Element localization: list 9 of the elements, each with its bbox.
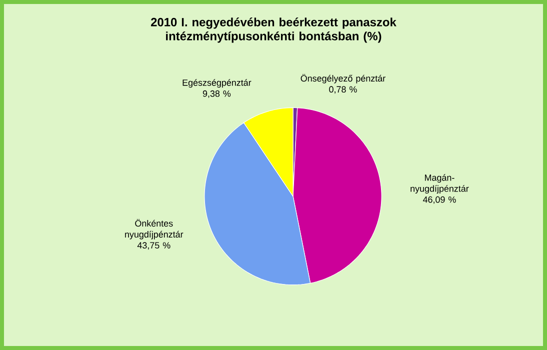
data-label: 0,78 % <box>329 86 357 94</box>
chart-title: 2010 I. negyedévében beérkezett panaszok intézménytípusonkénti bontásban (%) <box>150 18 396 43</box>
data-label: 43,75 % <box>137 242 170 250</box>
slice-label: Önkéntes nyugdíjpénztár <box>125 219 184 240</box>
data-label: 9,38 % <box>202 90 231 98</box>
data-label: 46,09 % <box>422 196 456 204</box>
slice-label: Egészségpénztár <box>182 79 252 88</box>
slice-label: Önsegélyező pénztár <box>300 74 386 84</box>
slice-label: Magán-nyugdíjpénztár <box>410 174 469 194</box>
